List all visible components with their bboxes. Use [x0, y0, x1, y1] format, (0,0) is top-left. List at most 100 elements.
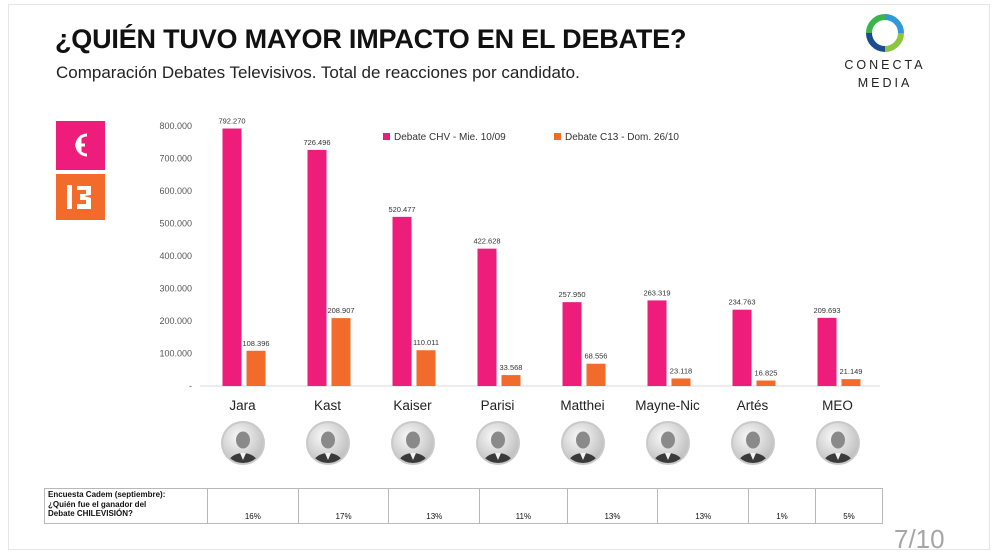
- survey-value: 17%: [297, 488, 390, 524]
- person-icon: [220, 421, 265, 465]
- value-label-c13: 110.011: [413, 338, 439, 347]
- value-label-c13: 68.556: [585, 352, 608, 361]
- person-icon: [475, 421, 520, 465]
- candidate-photo: [475, 420, 521, 471]
- y-tick-label: 100.000: [159, 349, 192, 359]
- person-icon: [390, 421, 435, 465]
- logo-text-line2: MEDIA: [857, 76, 913, 90]
- category-label: Parisi: [481, 398, 515, 413]
- bar-chv: [477, 248, 497, 386]
- survey-table: Encuesta Cadem (septiembre): ¿Quién fue …: [44, 488, 883, 524]
- bar-c13: [586, 363, 606, 386]
- value-label-c13: 16.825: [755, 369, 778, 378]
- bar-chv: [817, 317, 837, 386]
- person-icon: [645, 421, 690, 465]
- y-tick-label: -: [189, 381, 192, 391]
- category-label: Mayne-Nic: [635, 398, 700, 413]
- category-label: Matthei: [560, 398, 604, 413]
- survey-value: 13%: [657, 488, 750, 524]
- person-icon: [730, 421, 775, 465]
- survey-value: 13%: [566, 488, 659, 524]
- category-labels-group: Jara Kast Kaiser Parisi Matthei Mayne-Nic Arté…: [229, 398, 853, 413]
- logo-text-line1: CONECTA: [844, 58, 926, 72]
- legend-swatch-chv: [383, 133, 390, 140]
- legend-label-chv: Debate CHV - Mie. 10/09: [394, 132, 506, 143]
- bar-c13: [416, 350, 436, 386]
- survey-value: 1%: [748, 488, 816, 524]
- value-label-chv: 263.319: [643, 288, 670, 297]
- bar-c13: [756, 380, 776, 386]
- legend: Debate CHV - Mie. 10/09 Debate C13 - Dom…: [383, 132, 679, 143]
- value-label-chv: 257.950: [558, 290, 585, 299]
- page-title: ¿QUIÉN TUVO MAYOR IMPACTO EN EL DEBATE?: [55, 24, 687, 54]
- y-tick-label: 500.000: [159, 219, 192, 229]
- bar-chv: [732, 309, 752, 386]
- value-label-c13: 33.568: [500, 363, 523, 372]
- y-axis: - 100.000 200.000 300.000 400.000 500.000 600.…: [159, 121, 880, 391]
- bar-chv: [307, 149, 327, 386]
- value-label-chv: 726.496: [303, 138, 330, 147]
- candidate-photo: [730, 420, 776, 471]
- category-label: Kaiser: [393, 398, 432, 413]
- category-label: Artés: [737, 398, 769, 413]
- conecta-media-logo: CONECTA MEDIA: [830, 10, 940, 94]
- bar-chv: [562, 302, 582, 386]
- survey-value: 11%: [479, 488, 568, 524]
- bar-c13: [331, 318, 351, 386]
- value-label-c13: 208.907: [327, 306, 354, 315]
- value-label-c13: 23.118: [670, 366, 692, 375]
- chv-channel-logo: [56, 121, 105, 170]
- page-subtitle: Comparación Debates Televisivos. Total d…: [56, 63, 580, 82]
- bar-c13: [246, 350, 266, 386]
- bar-chv: [222, 128, 242, 386]
- page-number: 7/10: [894, 524, 945, 554]
- legend-swatch-c13: [554, 133, 561, 140]
- legend-label-c13: Debate C13 - Dom. 26/10: [565, 132, 679, 143]
- c13-logo-icon: [67, 185, 91, 209]
- survey-question: Encuesta Cadem (septiembre): ¿Quién fue …: [44, 488, 208, 524]
- value-labels-group: 792.270 108.396 726.496 208.907 520.477 110.0…: [218, 117, 862, 378]
- y-tick-label: 800.000: [159, 121, 192, 131]
- value-label-chv: 792.270: [218, 117, 245, 126]
- category-label: Kast: [314, 398, 341, 413]
- value-label-c13: 21.149: [840, 367, 863, 376]
- bar-c13: [501, 375, 521, 386]
- value-label-c13: 108.396: [242, 339, 269, 348]
- person-icon: [560, 421, 605, 465]
- candidate-photo: [305, 420, 351, 471]
- survey-value: 16%: [207, 488, 299, 524]
- page-border: [8, 4, 990, 550]
- category-label: MEO: [822, 398, 853, 413]
- candidate-photo: [220, 420, 266, 471]
- c13-channel-logo: [56, 174, 105, 220]
- bar-chv: [392, 216, 412, 386]
- candidate-photo: [645, 420, 691, 471]
- survey-question-line2: ¿Quién fue el ganador del: [48, 499, 147, 509]
- survey-question-line1: Encuesta Cadem (septiembre):: [48, 490, 166, 499]
- y-tick-label: 600.000: [159, 186, 192, 196]
- survey-row: Encuesta Cadem (septiembre): ¿Quién fue …: [44, 488, 883, 524]
- value-label-chv: 209.693: [813, 306, 840, 315]
- bar-c13: [841, 379, 861, 386]
- category-label: Jara: [229, 398, 256, 413]
- y-tick-label: 200.000: [159, 316, 192, 326]
- person-icon: [305, 421, 350, 465]
- bar-chv: [647, 300, 667, 386]
- person-icon: [815, 421, 860, 465]
- bar-c13: [671, 378, 691, 386]
- candidate-photo: [560, 420, 606, 471]
- chv-logo-icon: [75, 133, 88, 157]
- y-tick-label: 400.000: [159, 251, 192, 261]
- survey-question-line3: Debate CHILEVISIÓN?: [48, 509, 133, 518]
- y-tick-label: 700.000: [159, 154, 192, 164]
- candidate-photo: [815, 420, 861, 471]
- bars-group: [222, 128, 861, 386]
- conecta-media-ring-icon: [866, 14, 904, 52]
- value-label-chv: 234.763: [728, 298, 755, 307]
- y-tick-label: 300.000: [159, 284, 192, 294]
- survey-value: 13%: [388, 488, 481, 524]
- value-label-chv: 422.628: [473, 237, 500, 246]
- value-label-chv: 520.477: [388, 205, 415, 214]
- candidate-photo: [390, 420, 436, 471]
